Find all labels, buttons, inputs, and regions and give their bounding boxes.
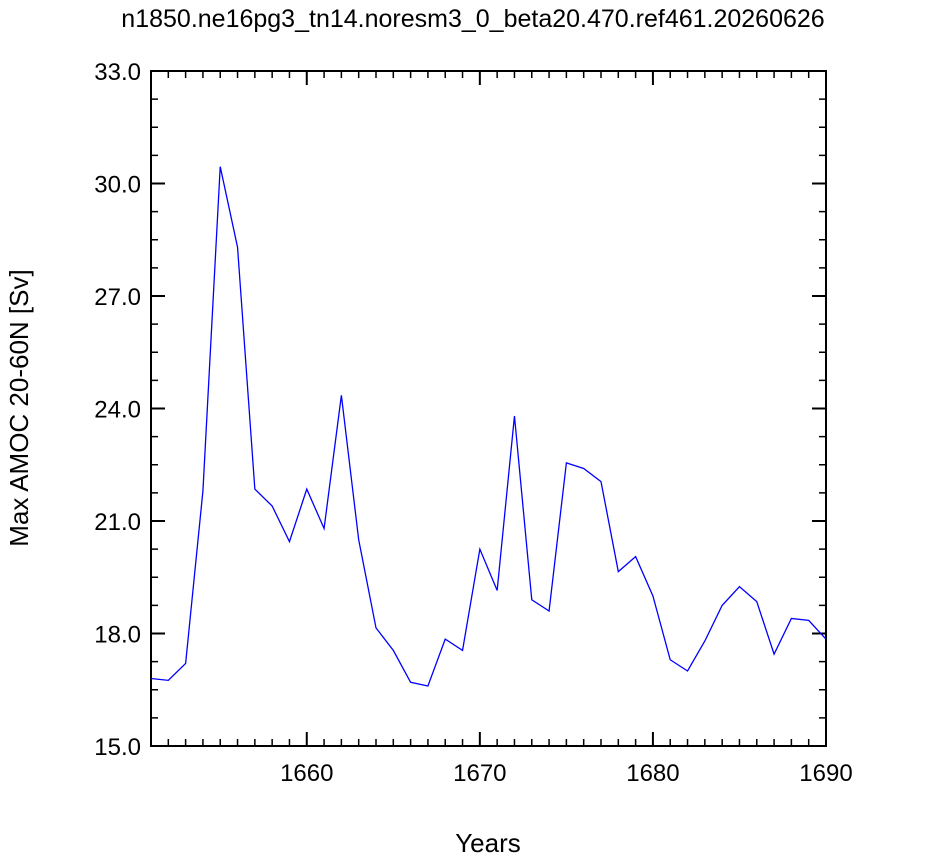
data-point (566, 462, 567, 463)
data-point (773, 654, 774, 655)
data-point (479, 549, 480, 550)
data-point (410, 682, 411, 683)
y-tick-label: 24.0 (94, 397, 141, 424)
major-ticks (151, 70, 827, 747)
x-tick-label: 1680 (626, 760, 679, 787)
data-point (791, 618, 792, 619)
data-point (548, 610, 549, 611)
data-point (237, 247, 238, 248)
y-tick-label: 27.0 (94, 284, 141, 311)
data-point (583, 468, 584, 469)
chart-title: n1850.ne16pg3_tn14.noresm3_0_beta20.470.… (121, 5, 824, 33)
y-tick-label: 30.0 (94, 172, 141, 199)
x-tick-label: 1670 (453, 760, 506, 787)
data-point (739, 586, 740, 587)
data-point (514, 415, 515, 416)
data-point (202, 490, 203, 491)
data-point (254, 489, 255, 490)
data-point (687, 670, 688, 671)
data-point (323, 528, 324, 529)
series-line (150, 166, 827, 687)
data-point (756, 601, 757, 602)
data-point (272, 505, 273, 506)
data-point (168, 680, 169, 681)
minor-ticks (150, 71, 826, 746)
y-tick-label: 18.0 (94, 622, 141, 649)
y-tick-label: 15.0 (94, 734, 141, 761)
x-axis-label: Years (455, 828, 521, 858)
data-point (635, 556, 636, 557)
data-point (670, 659, 671, 660)
data-point (462, 650, 463, 651)
data-point (531, 599, 532, 600)
data-point (704, 640, 705, 641)
data-point (722, 605, 723, 606)
data-point (341, 395, 342, 396)
data-point (358, 539, 359, 540)
y-tick-label: 21.0 (94, 509, 141, 536)
data-point (289, 541, 290, 542)
y-tick-label: 33.0 (94, 59, 141, 86)
data-point (808, 620, 809, 621)
y-axis-label: Max AMOC 20-60N [Sv] (4, 269, 34, 546)
x-tick-label: 1690 (799, 760, 852, 787)
data-point (375, 627, 376, 628)
data-point (497, 590, 498, 591)
data-point (393, 650, 394, 651)
data-point (150, 678, 151, 679)
series-layer (150, 166, 827, 687)
x-tick-label: 1660 (280, 760, 333, 787)
data-point (825, 639, 826, 640)
data-point (445, 639, 446, 640)
data-point (220, 166, 221, 167)
plot-border (150, 70, 827, 747)
data-point (652, 595, 653, 596)
data-point (306, 489, 307, 490)
y-tick-labels: 15.0 18.0 21.0 24.0 27.0 30.0 33.0 (94, 59, 141, 761)
x-tick-labels: 1660 1670 1680 1690 (280, 760, 853, 787)
data-point (185, 663, 186, 664)
plot-frame (150, 70, 827, 747)
data-point (618, 571, 619, 572)
data-point (427, 685, 428, 686)
data-point (600, 481, 601, 482)
